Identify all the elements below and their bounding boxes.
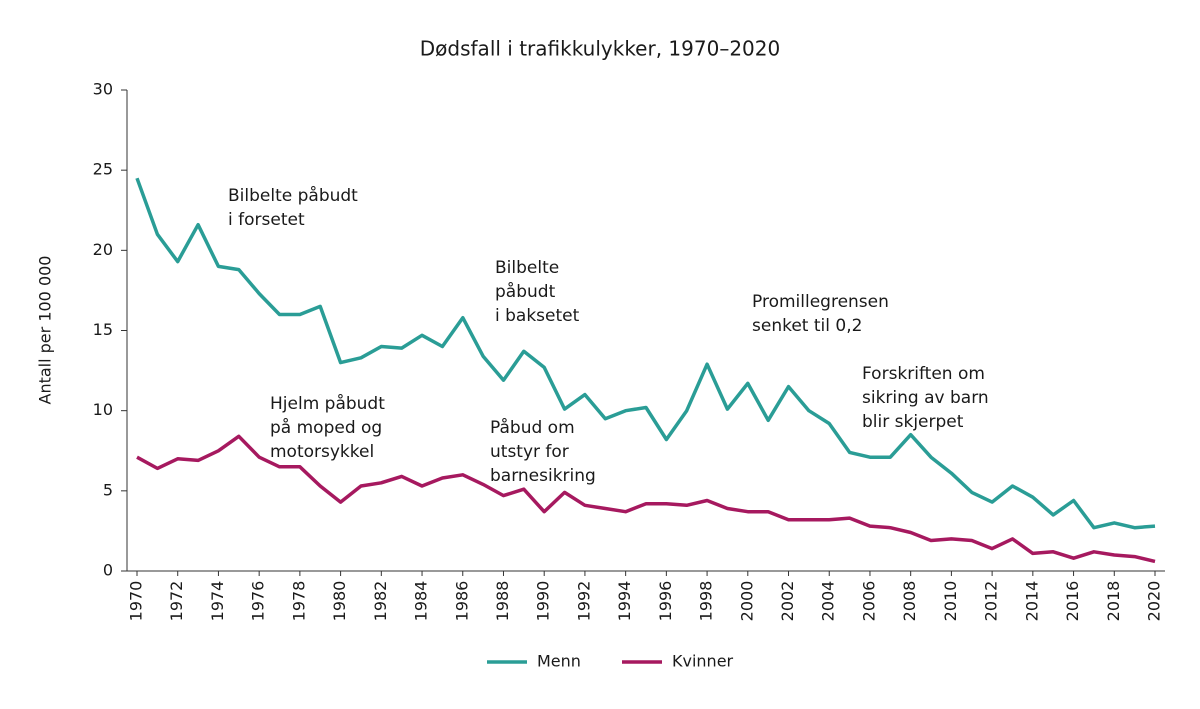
legend-label: Kvinner bbox=[672, 652, 734, 671]
x-tick-label: 1980 bbox=[330, 581, 349, 622]
x-tick-label: 1986 bbox=[452, 581, 471, 622]
x-tick-label: 1990 bbox=[534, 581, 553, 622]
x-tick-label: 2002 bbox=[778, 581, 797, 622]
annotation: i baksetet bbox=[495, 306, 580, 326]
annotation: utstyr for bbox=[490, 442, 569, 462]
x-tick-label: 1996 bbox=[656, 581, 675, 622]
x-tick-label: 1994 bbox=[615, 581, 634, 622]
x-tick-label: 2004 bbox=[819, 581, 838, 622]
x-tick-label: 1998 bbox=[697, 581, 716, 622]
x-tick-label: 2018 bbox=[1104, 581, 1123, 622]
annotation: barnesikring bbox=[490, 466, 596, 486]
x-tick-label: 1992 bbox=[574, 581, 593, 622]
x-tick-label: 2016 bbox=[1063, 581, 1082, 622]
x-tick-label: 1970 bbox=[127, 581, 146, 622]
x-tick-label: 1974 bbox=[208, 581, 227, 622]
x-tick-label: 2000 bbox=[737, 581, 756, 622]
annotation: Promillegrensen bbox=[752, 292, 889, 312]
x-tick-label: 2020 bbox=[1145, 581, 1164, 622]
annotation: senket til 0,2 bbox=[752, 316, 862, 336]
y-tick-label: 0 bbox=[103, 561, 113, 580]
x-tick-label: 1982 bbox=[371, 581, 390, 622]
x-tick-label: 2006 bbox=[859, 581, 878, 622]
y-tick-label: 25 bbox=[93, 160, 113, 179]
y-tick-label: 5 bbox=[103, 480, 113, 499]
y-tick-label: 30 bbox=[93, 80, 113, 99]
x-tick-label: 2008 bbox=[900, 581, 919, 622]
x-tick-label: 1976 bbox=[249, 581, 268, 622]
y-tick-label: 15 bbox=[93, 320, 113, 339]
annotation: motorsykkel bbox=[270, 442, 374, 462]
annotation: i forsetet bbox=[228, 210, 305, 230]
y-tick-label: 10 bbox=[93, 400, 113, 419]
annotation: påbudt bbox=[495, 281, 556, 302]
x-tick-label: 2014 bbox=[1022, 581, 1041, 622]
y-tick-label: 20 bbox=[93, 240, 113, 259]
annotation: Bilbelte påbudt bbox=[228, 185, 358, 206]
legend-label: Menn bbox=[537, 652, 581, 671]
x-tick-label: 1978 bbox=[289, 581, 308, 622]
x-tick-label: 1972 bbox=[167, 581, 186, 622]
x-tick-label: 1988 bbox=[493, 581, 512, 622]
x-tick-label: 2012 bbox=[982, 581, 1001, 622]
annotation: blir skjerpet bbox=[862, 412, 964, 432]
annotation: Bilbelte bbox=[495, 258, 559, 278]
annotation: Påbud om bbox=[490, 417, 575, 438]
y-axis-label: Antall per 100 000 bbox=[36, 256, 55, 405]
annotation: på moped og bbox=[270, 417, 382, 438]
x-tick-label: 2010 bbox=[941, 581, 960, 622]
annotation: sikring av barn bbox=[862, 388, 989, 408]
annotation: Forskriften om bbox=[862, 364, 985, 384]
annotation: Hjelm påbudt bbox=[270, 393, 385, 414]
data-line bbox=[136, 434, 1156, 564]
x-tick-label: 1984 bbox=[412, 581, 431, 622]
data-line bbox=[135, 177, 1156, 530]
chart-title: Dødsfall i trafikkulykker, 1970–2020 bbox=[420, 37, 780, 61]
